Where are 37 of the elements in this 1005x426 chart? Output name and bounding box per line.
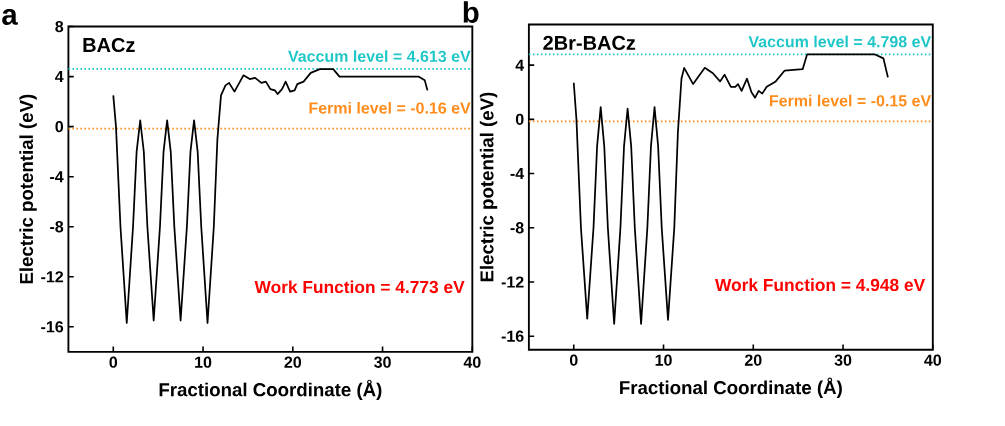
- x-axis-title: Fractional Coordinate (Å): [620, 377, 842, 399]
- y-tick-label: 8: [55, 21, 64, 33]
- x-tick-label: 20: [284, 356, 302, 369]
- x-axis-title: Fractional Coordinate (Å): [159, 379, 382, 401]
- x-tick-label: 30: [834, 354, 852, 366]
- x-tick-label: 30: [374, 356, 391, 369]
- ref-line-label: Vaccum level = 4.613 eV: [288, 50, 471, 63]
- ref-line-label: Fermi level = -0.15 eV: [769, 94, 932, 107]
- y-tick-label: -12: [41, 271, 64, 283]
- annotation: Work Function = 4.948 eV: [715, 278, 926, 292]
- y-tick-label: 0: [515, 113, 524, 126]
- y-tick-label: -4: [510, 168, 525, 180]
- text: b: [463, 1, 479, 24]
- y-tick-label: 4: [515, 59, 525, 71]
- y-axis-title: Electric potential (eV): [479, 92, 498, 282]
- x-tick-label: 10: [655, 354, 672, 366]
- x-tick-label: 40: [924, 354, 942, 366]
- annotation: BACz: [83, 38, 135, 53]
- y-tick-label: -8: [50, 221, 64, 233]
- x-tick-label: 10: [195, 356, 212, 369]
- y-tick-label: -4: [50, 171, 64, 183]
- x-tick-label: 0: [109, 356, 118, 369]
- x-tick-label: 20: [744, 354, 762, 366]
- y-tick-label: 4: [55, 71, 64, 83]
- y-axis-title: Electric potential (eV): [19, 94, 37, 284]
- y-tick-label: -16: [41, 321, 64, 333]
- y-tick-label: -8: [510, 222, 524, 234]
- x-tick-label: 40: [463, 356, 481, 369]
- x-tick-label: 0: [569, 354, 578, 366]
- ref-line-label: Fermi level = -0.16 eV: [309, 102, 471, 114]
- annotation: Work Function = 4.773 eV: [254, 280, 465, 294]
- ref-line-label: Vaccum level = 4.798 eV: [748, 35, 932, 48]
- text: a: [2, 9, 18, 26]
- y-tick-label: -16: [501, 330, 524, 343]
- y-tick-label: -12: [501, 276, 524, 288]
- y-tick-label: 0: [55, 121, 64, 133]
- annotation: 2Br-BACz: [543, 36, 636, 51]
